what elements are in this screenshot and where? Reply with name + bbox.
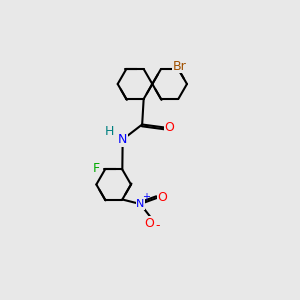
Text: +: + — [142, 192, 150, 203]
Text: O: O — [164, 121, 174, 134]
Text: H: H — [104, 125, 114, 139]
Text: N: N — [118, 133, 127, 146]
Text: O: O — [144, 217, 154, 230]
Text: N: N — [136, 199, 145, 209]
Text: -: - — [155, 219, 160, 232]
Text: Br: Br — [173, 59, 187, 73]
Text: F: F — [92, 161, 100, 175]
Text: O: O — [157, 191, 167, 205]
